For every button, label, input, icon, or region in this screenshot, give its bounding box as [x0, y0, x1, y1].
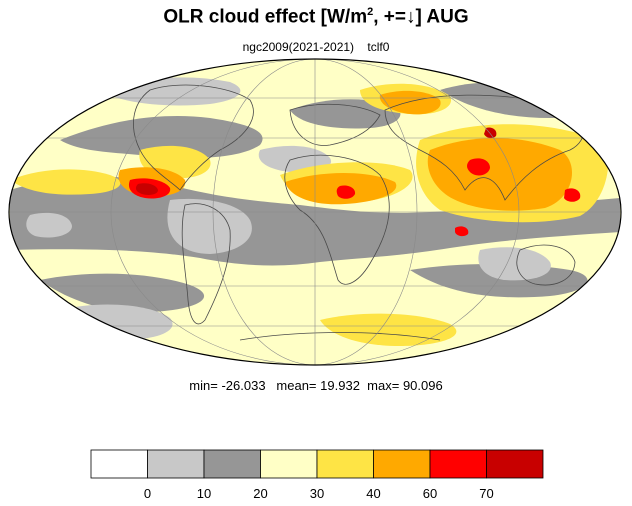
title-superscript: 2 — [367, 6, 374, 18]
map-title: OLR cloud effect [W/m2, +=↓] AUG — [0, 6, 632, 28]
colorbar-tick-label: 0 — [144, 486, 151, 501]
colorbar-box — [203, 449, 261, 479]
map-subtitle: ngc2009(2021-2021) tclf0 — [0, 40, 632, 54]
max-label: max= — [367, 378, 400, 393]
field-statistics: min= -26.033 mean= 19.932 max= 90.096 — [0, 378, 632, 393]
map-outline — [8, 58, 622, 366]
colorbar-labels: 0 10 20 30 40 60 70 — [144, 486, 494, 501]
title-suffix: , +=↓] AUG — [373, 6, 469, 28]
min-value: -26.033 — [221, 378, 266, 393]
min-label: min= — [189, 378, 218, 393]
colorbar: 0 10 20 30 40 60 70 — [90, 449, 544, 501]
colorbar-tick-label: 40 — [366, 486, 380, 501]
colorbar-tick-label: 10 — [197, 486, 211, 501]
colorbar-tick-label: 60 — [423, 486, 437, 501]
colorbar-box — [373, 449, 431, 479]
mean-label: mean= — [276, 378, 317, 393]
colorbar-tick-label: 20 — [253, 486, 267, 501]
mean-value: 19.932 — [320, 378, 360, 393]
subtitle-variable: tclf0 — [367, 40, 390, 54]
field-level-0-10 — [26, 77, 551, 340]
colorbar-tick-label: 70 — [479, 486, 493, 501]
max-value: 90.096 — [402, 378, 443, 393]
colorbar-box — [429, 449, 487, 479]
colorbar-box — [260, 449, 318, 479]
colorbar-box — [147, 449, 205, 479]
colorbar-tick-label: 30 — [310, 486, 324, 501]
colorbar-box — [316, 449, 374, 479]
title-text: OLR cloud effect [W/m — [163, 6, 368, 28]
colorbar-boxes — [90, 449, 544, 479]
colorbar-box — [90, 449, 148, 479]
subtitle-run: ngc2009(2021-2021) — [242, 40, 355, 54]
map-field — [9, 59, 621, 365]
colorbar-box — [486, 449, 544, 479]
